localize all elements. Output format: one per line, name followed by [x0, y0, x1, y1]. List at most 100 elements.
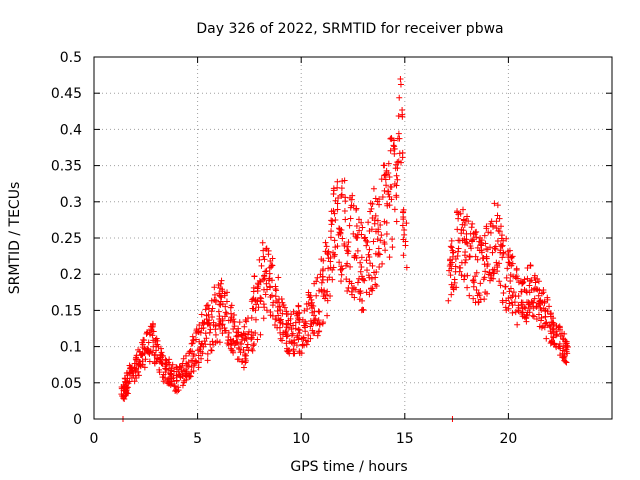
data-point	[322, 291, 329, 298]
data-point	[514, 321, 521, 328]
data-point	[512, 309, 519, 316]
data-point	[486, 269, 493, 276]
data-point	[524, 275, 531, 282]
data-point	[509, 309, 516, 316]
data-point	[141, 364, 148, 371]
data-point	[324, 312, 331, 319]
data-point	[499, 254, 506, 261]
data-point	[314, 274, 321, 281]
data-point	[446, 267, 453, 274]
data-point	[331, 237, 338, 244]
data-point	[136, 358, 143, 365]
data-point	[172, 383, 179, 390]
data-point	[385, 160, 392, 167]
data-point	[550, 321, 557, 328]
data-point	[358, 254, 365, 261]
data-point	[260, 276, 267, 283]
y-tick-label: 0.35	[51, 159, 82, 175]
data-point	[240, 364, 247, 371]
data-point	[527, 278, 534, 285]
data-point	[144, 329, 151, 336]
data-point	[212, 322, 219, 329]
data-point	[550, 315, 557, 322]
data-point	[374, 236, 381, 243]
data-point	[354, 279, 361, 286]
data-point	[502, 304, 509, 311]
data-point	[376, 196, 383, 203]
data-point	[283, 333, 290, 340]
data-point	[319, 273, 326, 280]
y-tick-label: 0.45	[51, 86, 82, 102]
data-point	[379, 260, 386, 267]
data-point	[367, 260, 374, 267]
data-point	[357, 288, 364, 295]
data-point	[310, 302, 317, 309]
y-axis-ticks: 0 0.05 0.1 0.15 0.2 0.25 0.3 0.35 0.4 0.45 0.5	[51, 50, 612, 428]
data-point	[127, 365, 134, 372]
chart-title: Day 326 of 2022, SRMTID for receiver pbw…	[196, 21, 503, 37]
data-point	[482, 240, 489, 247]
data-point	[177, 373, 184, 380]
data-point	[292, 325, 299, 332]
data-point	[535, 292, 542, 299]
data-point	[464, 272, 471, 279]
x-tick-label: 10	[292, 431, 310, 447]
data-point	[248, 314, 255, 321]
data-point	[376, 264, 383, 271]
data-point	[394, 159, 401, 166]
data-point	[462, 256, 469, 263]
data-point	[450, 249, 457, 256]
data-point	[393, 192, 400, 199]
data-point	[218, 277, 225, 284]
data-point	[214, 338, 221, 345]
data-point	[456, 264, 463, 271]
data-point	[124, 384, 131, 391]
data-point	[510, 289, 517, 296]
data-point	[225, 329, 232, 336]
data-point	[282, 328, 289, 335]
data-point	[344, 243, 351, 250]
data-point	[277, 335, 284, 342]
data-point	[327, 234, 334, 241]
data-point	[528, 286, 535, 293]
data-point	[376, 251, 383, 258]
data-point	[533, 303, 540, 310]
data-point	[222, 303, 229, 310]
data-point	[250, 342, 257, 349]
data-point	[353, 223, 360, 230]
data-point	[470, 277, 477, 284]
data-point	[477, 280, 484, 287]
data-point	[331, 210, 338, 217]
data-point	[261, 304, 268, 311]
data-point	[366, 246, 373, 253]
data-point	[274, 307, 281, 314]
data-point	[342, 194, 349, 201]
data-point	[395, 112, 402, 119]
data-point	[538, 314, 545, 321]
data-point	[481, 296, 488, 303]
data-point	[208, 347, 215, 354]
data-point	[325, 248, 332, 255]
data-point	[124, 375, 131, 382]
data-point	[131, 378, 138, 385]
data-point	[399, 222, 406, 229]
data-point	[347, 263, 354, 270]
data-point	[216, 339, 223, 346]
data-point	[396, 150, 403, 157]
data-point	[469, 277, 476, 284]
data-point	[152, 351, 159, 358]
data-point	[146, 350, 153, 357]
data-point	[472, 253, 479, 260]
data-point	[235, 344, 242, 351]
data-point	[162, 365, 169, 372]
data-point	[449, 284, 456, 291]
data-point	[451, 276, 458, 283]
data-point	[357, 259, 364, 266]
data-point	[494, 212, 501, 219]
data-point	[168, 375, 175, 382]
data-point	[267, 294, 274, 301]
data-point	[502, 283, 509, 290]
data-point	[254, 336, 261, 343]
data-point	[357, 268, 364, 275]
